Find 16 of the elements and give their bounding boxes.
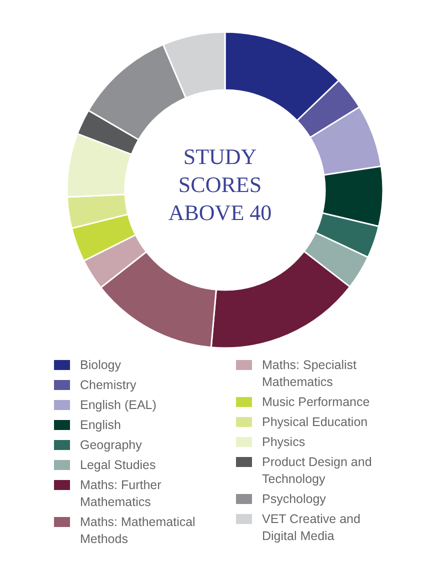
- text: STUDY SCORES ABOVE 40: [167, 143, 273, 227]
- legend-label: Maths: Specialist Mathematics: [262, 357, 358, 391]
- legend-label: English: [80, 417, 122, 434]
- legend-label: Maths: Mathematical Methods: [80, 514, 196, 548]
- legend-label: Psychology: [262, 491, 327, 508]
- legend-label: Maths: Further Mathematics: [80, 477, 162, 511]
- legend-label: English (EAL): [80, 397, 158, 414]
- legend-label: Biology: [80, 357, 122, 374]
- legend-label: Product Design and Technology: [262, 454, 373, 488]
- legend-label: Geography: [80, 437, 143, 454]
- legend-label: Physical Education: [262, 414, 369, 431]
- legend-label: Music Performance: [262, 394, 371, 411]
- legend-label: Legal Studies: [80, 457, 157, 474]
- legend-label: VET Creative and Digital Media: [262, 511, 362, 545]
- legend-label: Chemistry: [80, 377, 138, 394]
- legend-label: Physics: [262, 434, 306, 451]
